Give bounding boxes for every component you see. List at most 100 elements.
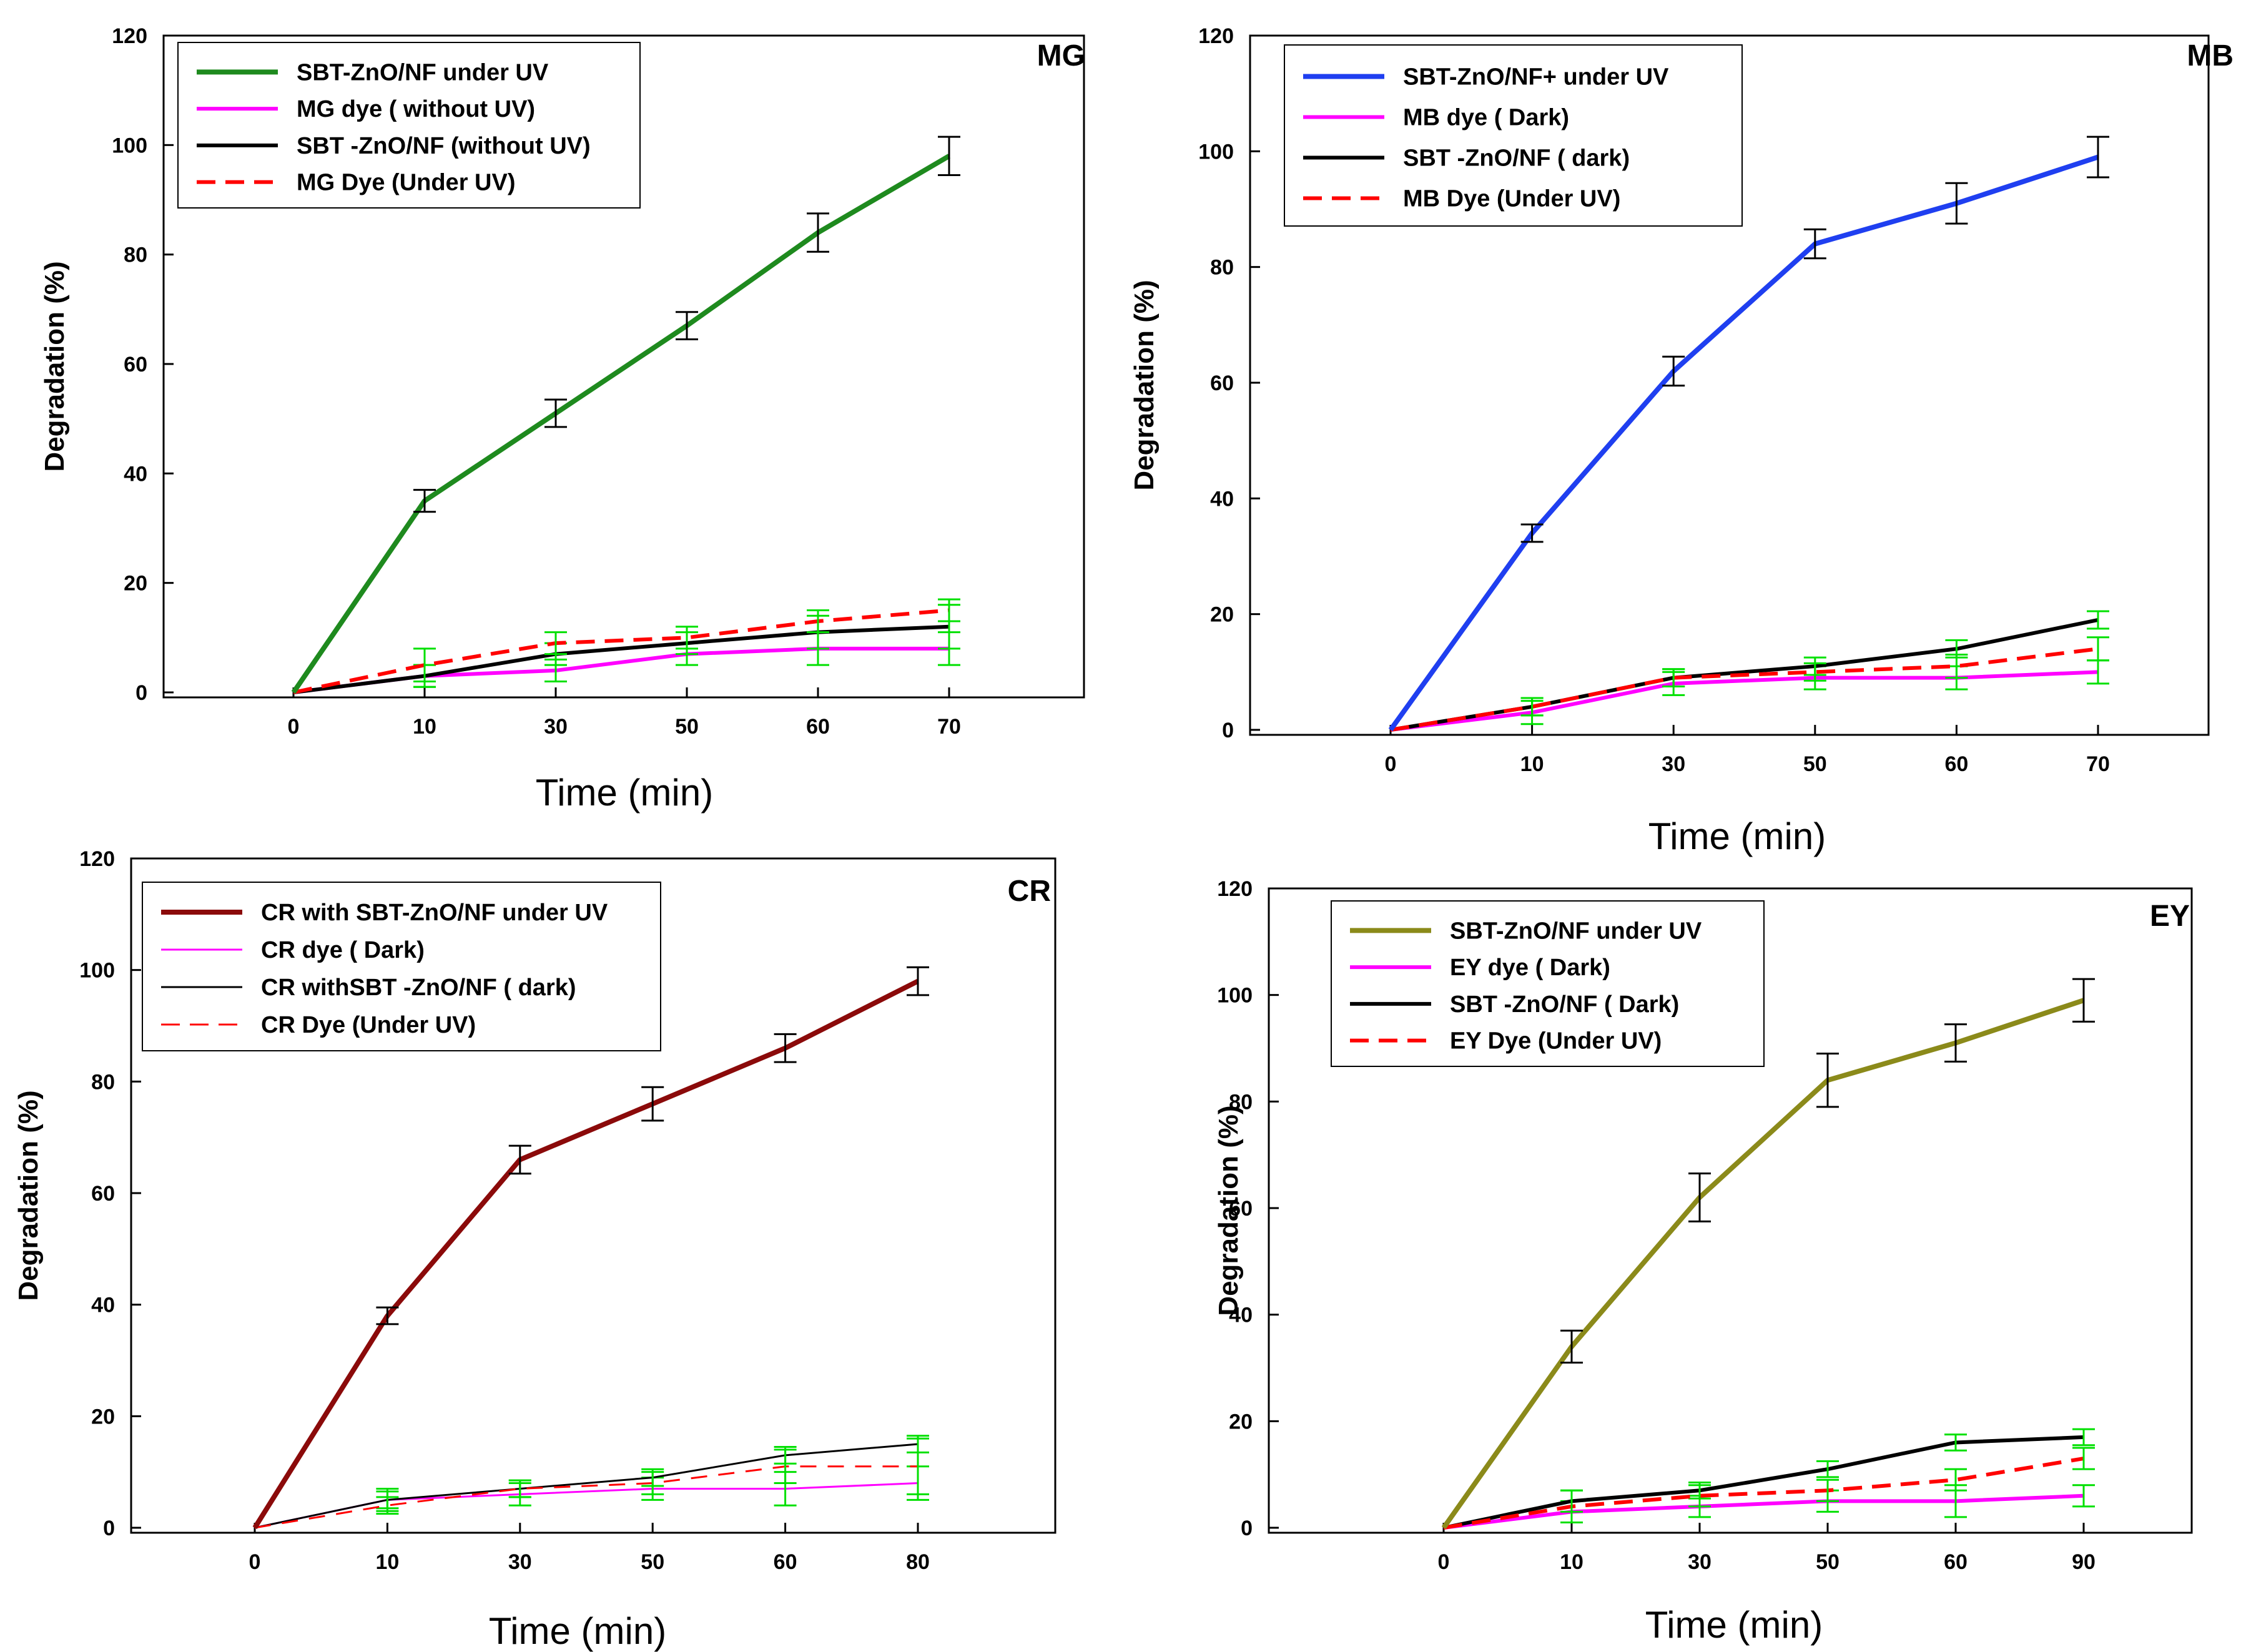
- x-tick-label: 50: [1816, 1550, 1840, 1574]
- series-line-mg-3: [293, 608, 950, 694]
- x-tick-label: 30: [1688, 1550, 1712, 1574]
- error-bar-cr-0-2: [508, 1144, 531, 1175]
- error-bar-mg-0-4: [807, 212, 829, 253]
- y-tick-label: 80: [1229, 1090, 1253, 1114]
- legend-label-mg-2: SBT -ZnO/NF (without UV): [297, 133, 591, 159]
- series-line-ey-1: [1443, 1493, 2084, 1530]
- error-bar-ey-3-5: [2072, 1447, 2095, 1470]
- y-tick-label: 80: [124, 243, 147, 267]
- x-tick-label: 0: [1438, 1550, 1450, 1574]
- y-tick-label: 80: [1210, 256, 1234, 280]
- panel-tag-mb: MB: [2187, 39, 2234, 72]
- y-tick-label: 20: [91, 1405, 115, 1428]
- x-tick-label: 90: [2072, 1550, 2096, 1574]
- series-line-ey-3: [1443, 1457, 2084, 1530]
- legend-label-mb-1: MB dye ( Dark): [1403, 105, 1569, 131]
- y-axis-title: Degradation (%): [39, 261, 70, 471]
- y-tick-label: 60: [1229, 1197, 1253, 1221]
- error-bar-cr-0-3: [641, 1086, 664, 1122]
- error-bar-ey-2-3: [1816, 1460, 1839, 1478]
- chart-panel-mb: 0 20 40 60 80 100 120 0 10 30 50 60 70 Time (min) Degr…: [1125, 0, 2251, 857]
- y-tick-label: 60: [91, 1182, 115, 1206]
- series-line-mb-0: [1388, 154, 2099, 732]
- error-bar-mg-3-5: [938, 598, 960, 622]
- y-tick-label: 80: [91, 1070, 115, 1094]
- legend-label-mb-2: SBT -ZnO/NF ( dark): [1403, 145, 1630, 172]
- x-tick-label: 30: [544, 715, 568, 739]
- y-tick-label: 40: [91, 1294, 115, 1317]
- x-tick-label: 0: [1385, 752, 1397, 776]
- error-bar-ey-3-2: [1688, 1484, 1711, 1508]
- chart-mb: 0 20 40 60 80 100 120 0 10 30 50 60 70 Time (min) Degr…: [1129, 24, 2234, 857]
- error-bar-mg-0-5: [938, 135, 960, 177]
- x-axis-title: Time (min): [1648, 815, 1826, 857]
- error-bar-ey-3-4: [1944, 1468, 1967, 1492]
- series-line-mg-2: [293, 624, 950, 694]
- y-axis-title: Degradation (%): [13, 1090, 44, 1300]
- error-bar-mb-0-2: [1662, 355, 1685, 387]
- error-bar-mb-3-3: [1803, 662, 1826, 682]
- legend-label-mg-0: SBT-ZnO/NF under UV: [297, 59, 549, 86]
- x-tick-label: 60: [1944, 752, 1968, 776]
- x-tick-label: 60: [1944, 1550, 1968, 1574]
- series-line-cr-3: [254, 1465, 918, 1529]
- error-bar-mg-0-1: [413, 489, 436, 513]
- series-line-cr-0: [252, 978, 919, 1530]
- legend-label-ey-1: EY dye ( Dark): [1450, 955, 1610, 981]
- y-tick-label: 60: [124, 353, 147, 376]
- error-bar-cr-3-3: [641, 1471, 664, 1495]
- error-bar-mb-3-4: [1945, 654, 1968, 679]
- error-bar-mg-3-3: [676, 626, 698, 650]
- x-tick-label: 60: [806, 715, 830, 739]
- plot-frame: [1249, 34, 2210, 736]
- y-tick-label: 40: [1229, 1304, 1253, 1327]
- y-tick-label: 120: [1217, 877, 1253, 901]
- y-axis-title: Degradation (%): [1213, 1105, 1244, 1315]
- x-tick-label: 50: [675, 715, 699, 739]
- series-line-cr-1: [254, 1482, 919, 1529]
- series-line-mb-1: [1390, 670, 2099, 732]
- error-bar-cr-0-5: [907, 966, 929, 996]
- chart-panel-ey: 0 20 40 60 80 100 120 0 10 30 50 60 90 Time (min) Degr…: [1125, 826, 2251, 1652]
- x-tick-label: 10: [375, 1550, 399, 1574]
- error-bar-cr-0-1: [376, 1306, 399, 1325]
- y-tick-label: 120: [79, 847, 115, 871]
- legend-label-ey-2: SBT -ZnO/NF ( Dark): [1450, 991, 1679, 1018]
- plot-frame: [162, 34, 1085, 699]
- chart-ey: 0 20 40 60 80 100 120 0 10 30 50 60 90 Time (min) Degr…: [1213, 877, 2193, 1646]
- error-bar-cr-3-2: [508, 1479, 531, 1498]
- series-line-mb-3: [1390, 647, 2099, 732]
- error-bar-ey-0-2: [1688, 1173, 1711, 1222]
- legend-label-cr-1: CR dye ( Dark): [261, 937, 425, 963]
- x-tick-label: 70: [937, 715, 961, 739]
- y-tick-label: 120: [1198, 24, 1234, 48]
- y-tick-label: 0: [1222, 719, 1234, 742]
- y-tick-label: 40: [124, 462, 147, 486]
- panel-tag-mg: MG: [1037, 39, 1085, 72]
- y-axis-title: Degradation (%): [1129, 280, 1160, 490]
- y-tick-label: 100: [1198, 140, 1234, 164]
- y-tick-label: 20: [124, 572, 147, 596]
- panel-tag-ey: EY: [2150, 900, 2190, 933]
- error-bar-ey-2-5: [2072, 1428, 2095, 1447]
- error-bar-mg-3-2: [544, 631, 567, 656]
- error-bar-mb-0-1: [1520, 523, 1544, 543]
- x-tick-label: 0: [249, 1550, 261, 1574]
- legend-label-ey-3: EY Dye (Under UV): [1450, 1028, 1662, 1055]
- error-bar-mb-2-5: [2087, 610, 2109, 630]
- error-bar-cr-3-1: [376, 1496, 399, 1515]
- error-bar-ey-0-1: [1560, 1329, 1583, 1364]
- chart-panel-cr: 0 20 40 60 80 100 120 0 10 30 50 60 80 Time (min) Degr…: [0, 826, 1125, 1652]
- chart-panel-mg: 0 20 40 60 80 100 120 0 10 30 50 60 70 Time (min) Degr…: [0, 0, 1125, 826]
- x-tick-label: 10: [1520, 752, 1544, 776]
- x-tick-label: 50: [641, 1550, 664, 1574]
- x-tick-label: 30: [508, 1550, 532, 1574]
- legend-label-mb-3: MB Dye (Under UV): [1403, 186, 1620, 212]
- y-tick-label: 40: [1210, 487, 1234, 511]
- panel-tag-cr: CR: [1008, 875, 1051, 908]
- legend-label-mg-1: MG dye ( without UV): [297, 96, 535, 122]
- legend-label-cr-2: CR withSBT -ZnO/NF ( dark): [261, 975, 576, 1001]
- error-bar-ey-0-4: [1944, 1023, 1967, 1063]
- y-tick-label: 20: [1229, 1410, 1253, 1433]
- legend-label-cr-0: CR with SBT-ZnO/NF under UV: [261, 900, 608, 926]
